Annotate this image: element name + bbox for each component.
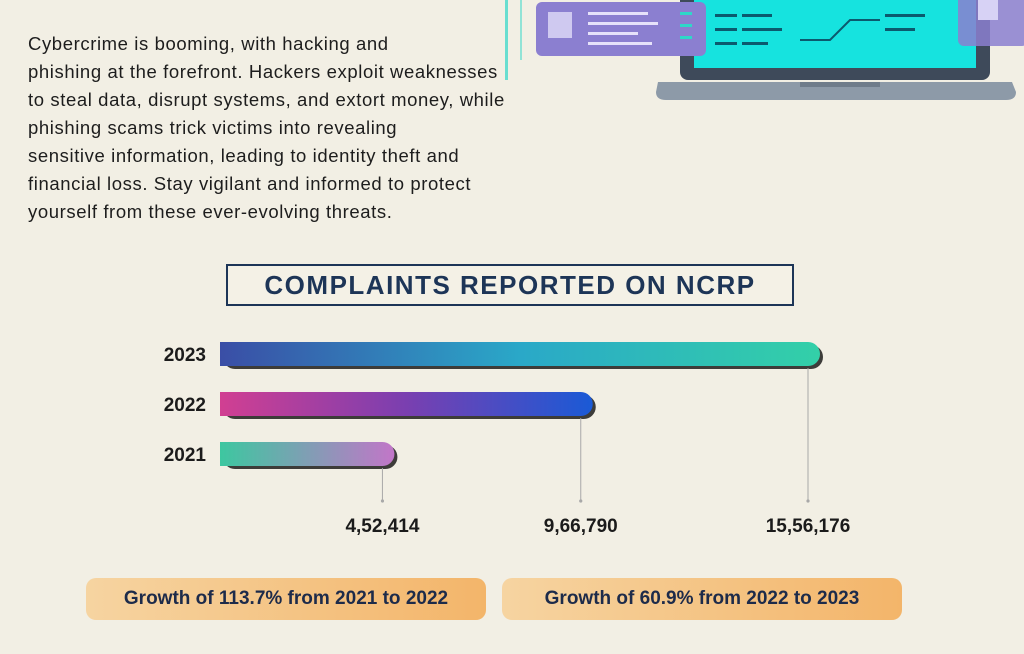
category-label: 2023 (164, 345, 206, 366)
leader-dot (806, 499, 810, 503)
value-label: 4,52,414 (345, 516, 419, 537)
intro-line: financial loss. Stay vigilant and inform… (28, 173, 472, 194)
bar-2023 (220, 342, 820, 366)
bar-2021 (220, 442, 395, 466)
growth-badge: Growth of 113.7% from 2021 to 2022 (86, 578, 486, 620)
intro-line: to steal data, disrupt systems, and exto… (28, 89, 505, 110)
intro-line: Cybercrime is booming, with hacking and (28, 33, 389, 54)
laptop-illustration (505, 0, 1024, 100)
intro-paragraph: Cybercrime is booming, with hacking and … (28, 30, 588, 226)
value-label: 9,66,790 (544, 516, 618, 537)
category-label: 2021 (164, 445, 207, 466)
intro-line: sensitive information, leading to identi… (28, 145, 460, 166)
category-label: 2022 (164, 395, 206, 416)
bar-chart: 2023 15,56,176 2022 9,66,790 2021 4,52,414 (164, 342, 851, 537)
growth-text: Growth of 60.9% from 2022 to 2023 (544, 588, 860, 609)
chart-title: COMPLAINTS REPORTED ON NCRP (264, 269, 756, 300)
intro-line: yourself from these ever-evolving threat… (28, 201, 393, 222)
intro-line: phishing at the forefront. Hackers explo… (28, 61, 498, 82)
growth-badge: Growth of 60.9% from 2022 to 2023 (502, 578, 902, 620)
value-label: 15,56,176 (766, 516, 851, 537)
leader-dot (380, 499, 385, 503)
leader-dot (579, 499, 583, 503)
intro-line: phishing scams trick victims into reveal… (28, 117, 398, 138)
chart-title-box: COMPLAINTS REPORTED ON NCRP (226, 264, 794, 306)
growth-text: Growth of 113.7% from 2021 to 2022 (123, 588, 449, 609)
bar-2022 (220, 392, 593, 416)
